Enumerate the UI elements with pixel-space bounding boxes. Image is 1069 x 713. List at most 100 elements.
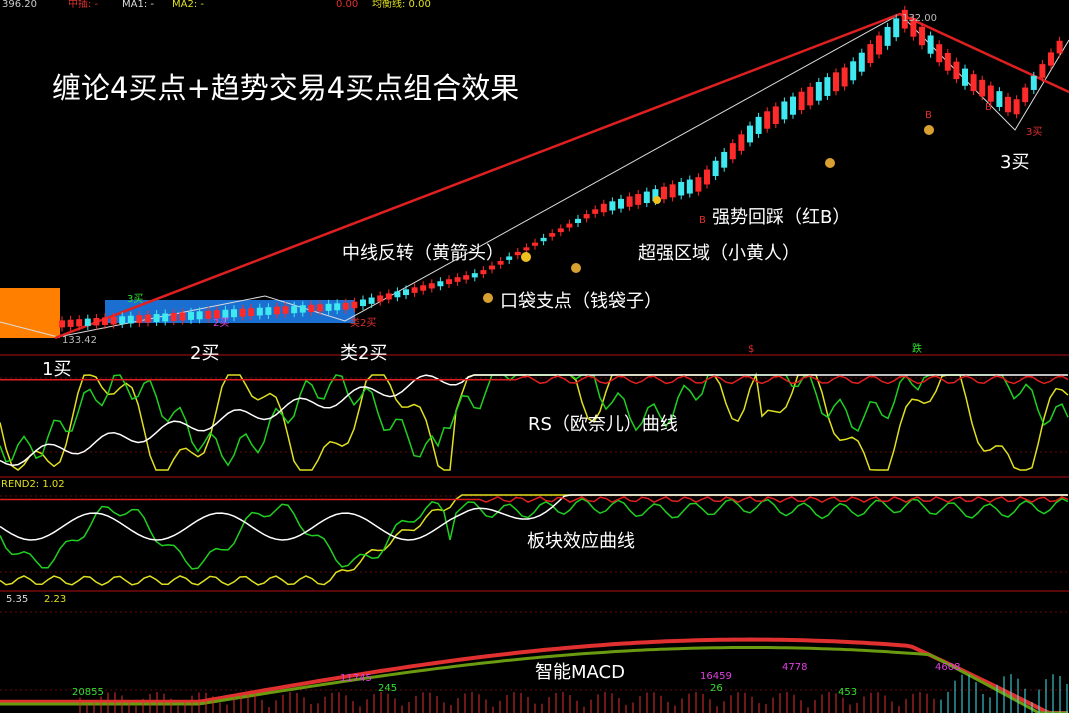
candle-body — [962, 68, 968, 86]
candle-body — [1056, 40, 1063, 54]
candle-body — [858, 52, 865, 72]
bar-label: 4778 — [782, 662, 807, 673]
sector-curve — [0, 495, 1069, 504]
price-label: 133.42 — [62, 335, 97, 346]
candle-body — [127, 315, 134, 324]
candle-body — [850, 61, 857, 81]
panel-header: REND2: 1.02 — [1, 479, 65, 490]
candle-body — [652, 189, 659, 202]
header-price: 396.20 — [2, 0, 37, 10]
candle-body — [583, 214, 590, 219]
signal-mark: 跌 — [912, 342, 922, 355]
small-label: 3买 — [1026, 126, 1042, 138]
candle-body — [179, 312, 186, 321]
candle-body — [231, 309, 237, 318]
candle-body — [781, 101, 788, 120]
candle-body — [489, 265, 495, 270]
candle-body — [669, 184, 676, 198]
bar-label: 16459 — [700, 671, 732, 682]
candle-body — [678, 181, 685, 196]
candle-body — [979, 79, 986, 97]
annotation: 强势回踩（红B） — [712, 207, 850, 228]
person-icon — [653, 196, 661, 204]
candle-body — [867, 44, 874, 64]
panel-header: 2.23 — [44, 594, 66, 605]
candle-body — [471, 273, 478, 278]
candle-body — [291, 305, 298, 314]
chart-title: 缠论4买点+趋势交易4买点组合效果 — [52, 71, 519, 105]
bag-icon — [483, 293, 493, 303]
candle-body — [695, 177, 702, 192]
candle-body — [686, 179, 693, 194]
candle-body — [592, 209, 599, 214]
candle-body — [532, 242, 538, 246]
candle-body — [1013, 99, 1020, 115]
candle-body — [162, 313, 169, 322]
candle-body — [213, 310, 220, 319]
candle-body — [102, 317, 108, 325]
candle-body — [729, 143, 736, 160]
panel-label: RS（欧奈儿）曲线 — [528, 414, 678, 435]
candle-body — [910, 18, 917, 37]
panel-header: 5.35 — [6, 594, 28, 605]
candle-body — [351, 301, 358, 309]
candle-body — [557, 228, 564, 233]
candle-body — [575, 218, 581, 223]
sector-curve — [0, 494, 1068, 541]
candle-body — [394, 291, 401, 298]
bar-label: 11745 — [340, 673, 372, 684]
candle-body — [1030, 75, 1037, 90]
candle-body — [377, 295, 384, 302]
bag-icon — [924, 125, 934, 135]
candle-body — [609, 201, 616, 211]
candle-body — [205, 310, 212, 319]
candle-body — [420, 285, 427, 291]
price-label: 132.00 — [902, 13, 937, 24]
candle-body — [196, 311, 203, 320]
candle-body — [540, 237, 547, 242]
candle-body — [480, 270, 487, 275]
candle-body — [248, 308, 255, 317]
candle-body — [76, 319, 83, 327]
zone-box — [0, 288, 60, 338]
candle-body — [256, 307, 263, 316]
small-label: 3买 — [127, 293, 143, 305]
candles — [59, 5, 1063, 332]
candle-body — [1005, 96, 1011, 113]
candle-body — [317, 304, 323, 312]
candle-body — [110, 316, 117, 325]
candle-body — [635, 194, 642, 205]
candle-body — [893, 18, 900, 38]
candle-body — [437, 281, 444, 287]
candle-body — [704, 169, 710, 185]
candle-body — [919, 26, 925, 46]
candle-body — [833, 72, 839, 92]
buy-point: 3买 — [1000, 152, 1029, 173]
candle-body — [712, 160, 719, 177]
candle-body — [514, 251, 521, 256]
small-label: 类2买 — [350, 316, 376, 329]
bag-icon — [571, 263, 581, 273]
candle-body — [428, 283, 435, 289]
candle-body — [274, 306, 280, 315]
candle-body — [325, 303, 332, 311]
candle-body — [996, 91, 1003, 107]
candle-body — [368, 297, 375, 304]
bar-label: 245 — [378, 683, 397, 694]
buy-point: 类2买 — [340, 343, 387, 364]
candle-body — [549, 233, 556, 237]
sector-curve — [0, 497, 1069, 570]
candle-body — [901, 9, 908, 29]
candle-body — [119, 316, 126, 324]
candle-body — [953, 61, 960, 80]
header-ma2: MA2: - — [172, 0, 204, 10]
b-marker: B — [699, 215, 706, 226]
candle-body — [265, 307, 272, 315]
candle-body — [970, 74, 977, 92]
macd-line — [0, 637, 1068, 713]
rs-curve — [0, 374, 1068, 467]
panel-label: 板块效应曲线 — [527, 531, 635, 552]
